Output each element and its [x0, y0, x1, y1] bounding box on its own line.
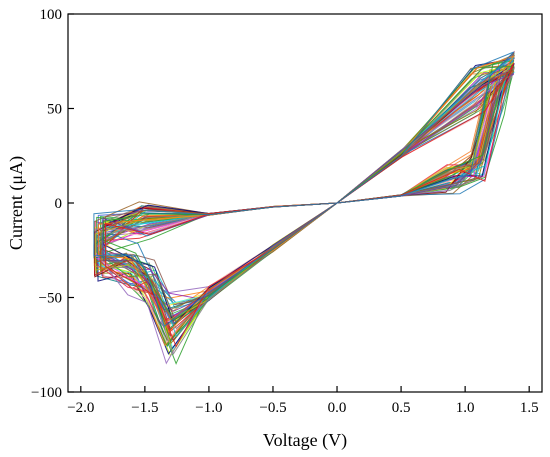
y-tick-label: 0 — [55, 196, 63, 212]
x-axis-title: Voltage (V) — [263, 430, 347, 451]
iv-cycle-line — [93, 51, 515, 328]
x-tick-label: −1.5 — [131, 400, 158, 416]
curves-layer — [93, 50, 516, 365]
x-tick-label: −0.5 — [259, 400, 286, 416]
x-tick-label: 1.5 — [520, 400, 539, 416]
x-tick-label: −1.0 — [195, 400, 222, 416]
y-tick-label: −50 — [39, 291, 62, 307]
x-tick-label: −2.0 — [67, 400, 94, 416]
x-tick-label: 0.5 — [392, 400, 411, 416]
y-tick-label: −100 — [31, 385, 62, 401]
y-tick-label: 100 — [40, 7, 63, 23]
x-tick-label: 0.0 — [328, 400, 347, 416]
y-axis-title: Current (μA) — [6, 156, 27, 250]
y-tick-label: 50 — [47, 102, 62, 118]
iv-cycle-line — [100, 70, 515, 321]
ticks-layer: −2.0 −1.5 −1.0 −0.5 0.0 0.5 1.0 1.5 −100 −50 0 50 10… — [31, 7, 539, 416]
x-tick-label: 1.0 — [456, 400, 475, 416]
